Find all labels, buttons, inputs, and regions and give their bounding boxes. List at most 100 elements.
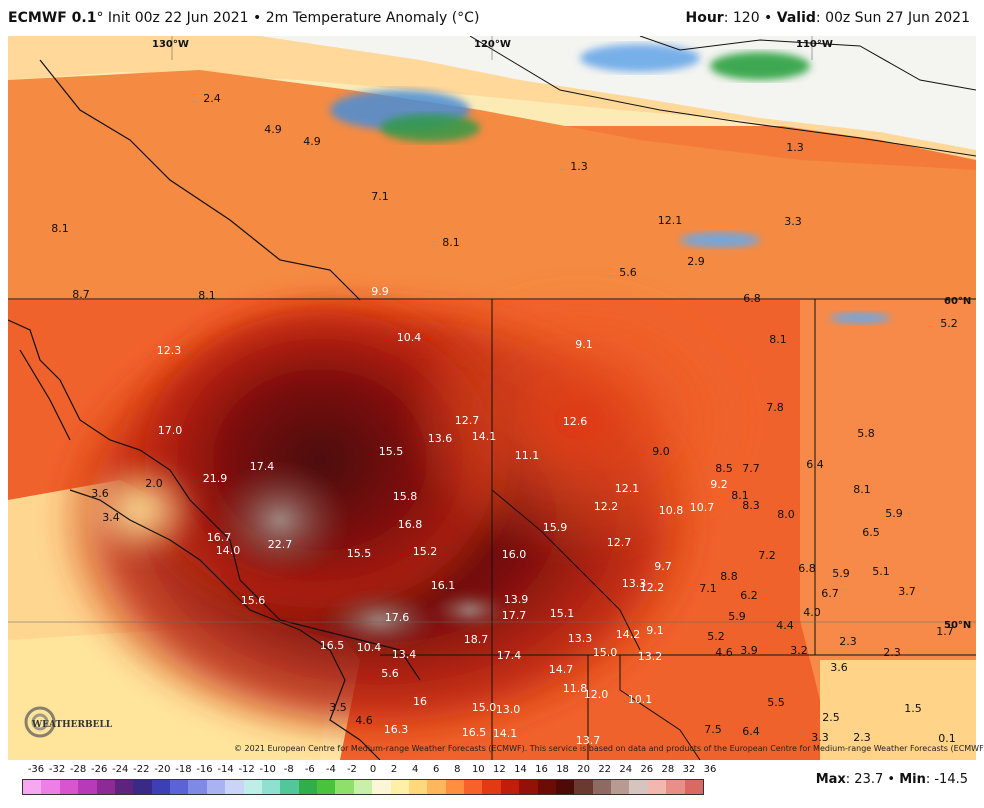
colorbar-swatch [188,780,207,794]
map-value-label: 6.5 [862,526,880,539]
map-value-label: 9.0 [652,445,670,458]
graticule-labels: 130°W 120°W 110°W 60°N 50°N [152,39,971,631]
coastlines [8,59,421,760]
max-label: Max [815,772,846,787]
logo-swirl-icon: WEATHERBELL [24,706,113,738]
colorbar-tick-label: 14 [514,764,527,775]
map-value-label: 16.1 [431,579,456,592]
map-value-label: 4.9 [264,123,282,136]
colorbar-tick-label: 0 [369,764,377,775]
map-value-label: 12.2 [594,500,619,513]
colorbar-swatch [611,780,630,794]
map-value-label: 15.6 [241,594,266,607]
map-value-label: 7.1 [699,582,717,595]
map-value-label: 10.4 [357,641,382,654]
map-value-label: 4.6 [715,646,733,659]
map-value-label: 15.1 [550,607,575,620]
colorbar-swatch [280,780,299,794]
map-value-label: 7.2 [758,549,776,562]
map-value-label: 14.1 [493,727,518,740]
map-value-label: 2.3 [839,635,857,648]
hour-value: : 120 • [723,10,777,26]
map-value-label: 3.6 [830,661,848,674]
colorbar-tick-label: -4 [325,764,336,775]
borders [8,36,976,760]
map-value-label: 1.3 [570,160,588,173]
map-value-label: 5.8 [857,427,875,440]
colorbar-swatch [445,780,464,794]
colorbar-swatch [574,780,593,794]
colorbar-swatch [684,780,703,794]
map-value-label: 5.5 [767,696,785,709]
map-value-label: 1.7 [936,625,954,638]
colorbar-swatch [151,780,170,794]
colorbar-swatch [59,780,79,794]
colorbar-swatch [372,780,391,794]
lon-label-120w: 120°W [474,39,511,50]
map-value-label: 16 [413,695,427,708]
map-value-label: 13.2 [638,650,663,663]
min-value: : -14.5 [925,772,968,787]
colorbar-swatch [500,780,520,794]
map-value-label: 8.1 [51,222,69,235]
map-value-label: 2.0 [145,477,163,490]
map-value-label: 11.8 [563,682,588,695]
map-value-label: 10.8 [659,504,684,517]
map-value-label: 5.2 [940,317,958,330]
degree-symbol: ° [96,10,104,26]
map-value-label: 16.8 [398,518,423,531]
map-value-label: 15.9 [543,521,568,534]
colorbar-tick-label: 10 [471,764,485,775]
map-value-label: 5.9 [832,567,850,580]
colorbar-tick-label: -22 [133,764,150,775]
colorbar-tick-label: -12 [238,764,255,775]
map-value-label: 6.8 [743,292,761,305]
colorbar-swatch [482,780,501,794]
colorbar-tick-label: 2 [390,764,398,775]
map-value-label: 15.5 [347,547,372,560]
colorbar-swatch [464,780,483,794]
colorbar-swatch [317,780,336,794]
colorbar-tick-label: 4 [411,764,419,775]
map-value-label: 9.1 [575,338,593,351]
map-value-label: 4.6 [355,714,373,727]
map-value-label: 17.7 [502,609,527,622]
map-value-label: 2.5 [822,711,840,724]
colorbar-swatch [592,780,611,794]
lat-label-50n: 50°N [944,620,971,631]
map-value-label: 11.1 [515,449,540,462]
map-value-label: 10.4 [397,331,422,344]
lon-label-130w: 130°W [152,39,189,50]
map-value-label: 13.3 [568,632,593,645]
colorbar-tick-label: 22 [598,764,612,775]
chart-title: ECMWF 0.1° Init 00z 22 Jun 2021 • 2m Tem… [8,10,479,26]
map-value-label: 3.9 [740,644,758,657]
header-bar: ECMWF 0.1° Init 00z 22 Jun 2021 • 2m Tem… [0,0,984,36]
map-value-label: 6.4 [806,458,824,471]
map-value-label: 10.7 [690,501,715,514]
map-value-label: 8.8 [720,570,738,583]
map-value-label: 8.1 [731,489,749,502]
map-value-label: 5.9 [728,610,746,623]
map-value-label: 1.5 [904,702,922,715]
map-value-label: 0.1 [938,732,956,745]
colorbar-swatch [298,780,317,794]
map-value-label: 12.1 [658,214,683,227]
lon-label-110w: 110°W [796,39,833,50]
colorbar-tick-label: 36 [703,764,717,775]
map-value-label: 4.4 [776,619,794,632]
map-value-label: 14.7 [549,663,574,676]
colorbar-tick-label: -20 [154,764,171,775]
colorbar-tick-label: 18 [556,764,569,775]
map-value-label: 15.8 [393,490,418,503]
colorbar-tick-label: -28 [69,764,87,775]
colorbar-tick-label: -14 [217,764,234,775]
map-value-label: 3.4 [102,511,120,524]
map-value-label: 13.4 [392,648,417,661]
max-min-readout: Max: 23.7 • Min: -14.5 [816,772,968,787]
colorbar-swatch [206,780,226,794]
map-value-label: 2.3 [853,731,871,744]
colorbar-swatch [427,780,446,794]
colorbar [22,779,704,795]
map-value-label: 8.1 [853,483,871,496]
